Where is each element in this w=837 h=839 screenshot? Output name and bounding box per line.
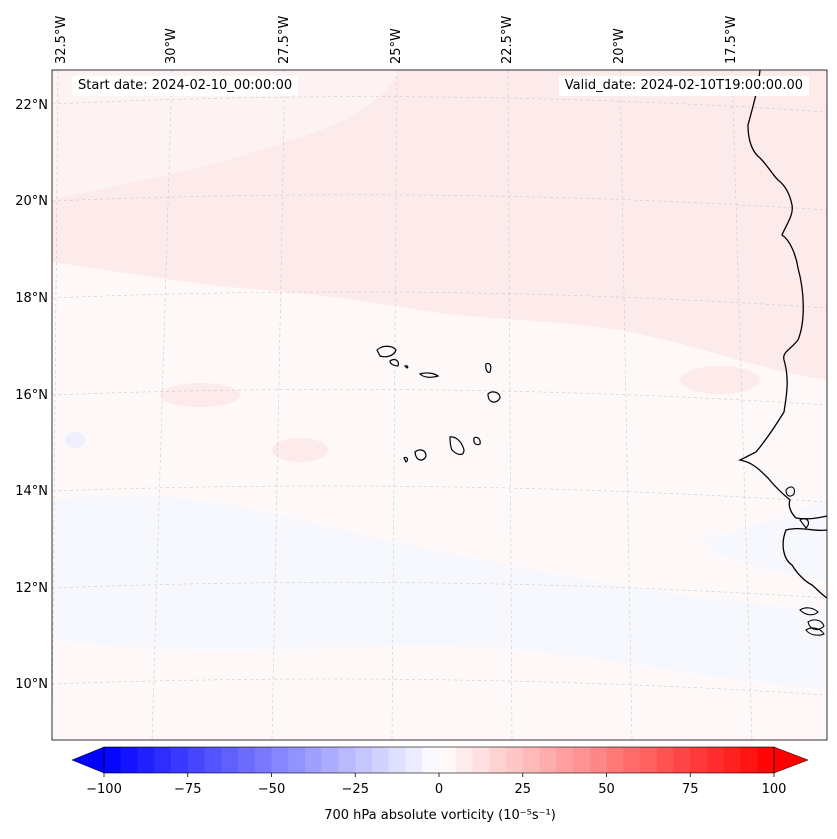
colorbar-segment xyxy=(355,747,373,773)
cape-verde-islands xyxy=(376,345,501,463)
colorbar-segment xyxy=(623,747,641,773)
island-boa-vista xyxy=(487,391,501,403)
colorbar-segment xyxy=(740,747,758,773)
colorbar-tick-label: 75 xyxy=(681,782,699,797)
colorbar-segment xyxy=(472,747,490,773)
colorbar-tick-label: −100 xyxy=(86,782,122,797)
colorbar-segment xyxy=(338,747,356,773)
colorbar-tick-label: 50 xyxy=(598,782,615,797)
colorbar-segment xyxy=(506,747,524,773)
colorbar-tick-label: 0 xyxy=(434,782,444,797)
colorbar-segment xyxy=(539,747,557,773)
colorbar-segment xyxy=(321,747,339,773)
coastline-islands xyxy=(799,607,825,636)
island-sao-nicolau xyxy=(418,372,440,378)
colorbar-segment xyxy=(690,747,708,773)
positive-vorticity-patch xyxy=(52,70,400,200)
graticule xyxy=(52,70,827,740)
lat-label: 10°N xyxy=(15,677,48,692)
colorbar-segment xyxy=(137,747,155,773)
start-date-label: Start date: 2024-02-10_00:00:00 xyxy=(72,76,299,96)
coastline-bissagos xyxy=(799,518,809,529)
island-maio xyxy=(473,436,481,446)
colorbar-segment xyxy=(187,747,205,773)
colorbar-tick-label: 100 xyxy=(761,782,787,797)
island-santiago xyxy=(449,436,465,456)
colorbar-title: 700 hPa absolute vorticity (10⁻⁵s⁻¹) xyxy=(324,808,556,823)
map-frame xyxy=(51,69,828,741)
island-brava xyxy=(403,456,409,463)
colorbar-tick-label: −75 xyxy=(174,782,202,797)
colorbar-segment xyxy=(640,747,658,773)
colorbar-tick-marks xyxy=(103,773,775,777)
african-coastline xyxy=(737,70,827,520)
colorbar-segment xyxy=(120,747,138,773)
valid-date-label: Valid_date: 2024-02-10T19:00:00.00 xyxy=(558,76,809,96)
lat-label: 22°N xyxy=(15,98,48,113)
island-sal xyxy=(485,362,492,373)
colorbar-segment xyxy=(104,747,122,773)
negative-vorticity-patch xyxy=(700,500,827,580)
colorbar-segment xyxy=(405,747,423,773)
colorbar-segment xyxy=(439,747,457,773)
lat-label: 16°N xyxy=(15,388,48,403)
coastline-detail xyxy=(785,486,795,497)
colorbar-segment xyxy=(388,747,406,773)
coastline-guinea xyxy=(782,527,827,599)
colorbar-segment xyxy=(606,747,624,773)
colorbar-tick-label: −50 xyxy=(257,782,286,797)
colorbar-segment xyxy=(589,747,607,773)
colorbar-segment xyxy=(271,747,289,773)
lat-label: 14°N xyxy=(15,484,48,499)
negative-vorticity-band xyxy=(52,496,827,690)
colorbar-segment xyxy=(288,747,306,773)
vorticity-patch xyxy=(610,145,670,165)
colorbar-segment xyxy=(656,747,674,773)
island-fogo xyxy=(414,449,427,461)
colorbar-min-arrow xyxy=(71,746,105,774)
lon-label: 32.5°W xyxy=(54,15,69,64)
vorticity-patch xyxy=(680,366,760,394)
colorbar-segments xyxy=(104,747,775,773)
colorbar-tick-label: −25 xyxy=(341,782,369,797)
lat-label: 20°N xyxy=(15,194,48,209)
colorbar-segment xyxy=(221,747,239,773)
lon-label: 30°W xyxy=(164,28,179,64)
colorbar-segment xyxy=(305,747,323,773)
vorticity-patch xyxy=(160,383,240,407)
colorbar-segment xyxy=(254,747,272,773)
island-santa-luzia xyxy=(403,365,409,369)
colorbar-tick-label: 25 xyxy=(514,782,532,797)
lat-label: 12°N xyxy=(15,581,48,596)
colorbar-segment xyxy=(422,747,440,773)
colorbar-segment xyxy=(238,747,256,773)
lat-label: 18°N xyxy=(15,291,48,306)
lon-label: 22.5°W xyxy=(500,15,515,64)
colorbar-max-arrow xyxy=(773,746,809,774)
lon-label: 17.5°W xyxy=(724,15,739,64)
vorticity-patch xyxy=(475,202,535,222)
colorbar-segment xyxy=(204,747,222,773)
colorbar-segment xyxy=(489,747,507,773)
colorbar-segment xyxy=(573,747,591,773)
colorbar-segment xyxy=(154,747,172,773)
colorbar-segment xyxy=(673,747,691,773)
colorbar-segment xyxy=(723,747,741,773)
lon-label: 20°W xyxy=(612,28,627,64)
lon-label: 25°W xyxy=(389,28,404,64)
vorticity-patch xyxy=(272,438,328,462)
colorbar-segment xyxy=(455,747,473,773)
colorbar-segment xyxy=(171,747,189,773)
colorbar-segment xyxy=(757,747,775,773)
colorbar-segment xyxy=(522,747,540,773)
island-sao-vicente xyxy=(389,359,399,367)
island-santo-antao xyxy=(376,345,397,358)
colorbar-segment xyxy=(707,747,725,773)
colorbar-segment xyxy=(372,747,390,773)
vorticity-patch xyxy=(574,172,626,188)
vorticity-patch xyxy=(65,432,85,448)
lon-label: 27.5°W xyxy=(277,15,292,64)
colorbar-segment xyxy=(556,747,574,773)
